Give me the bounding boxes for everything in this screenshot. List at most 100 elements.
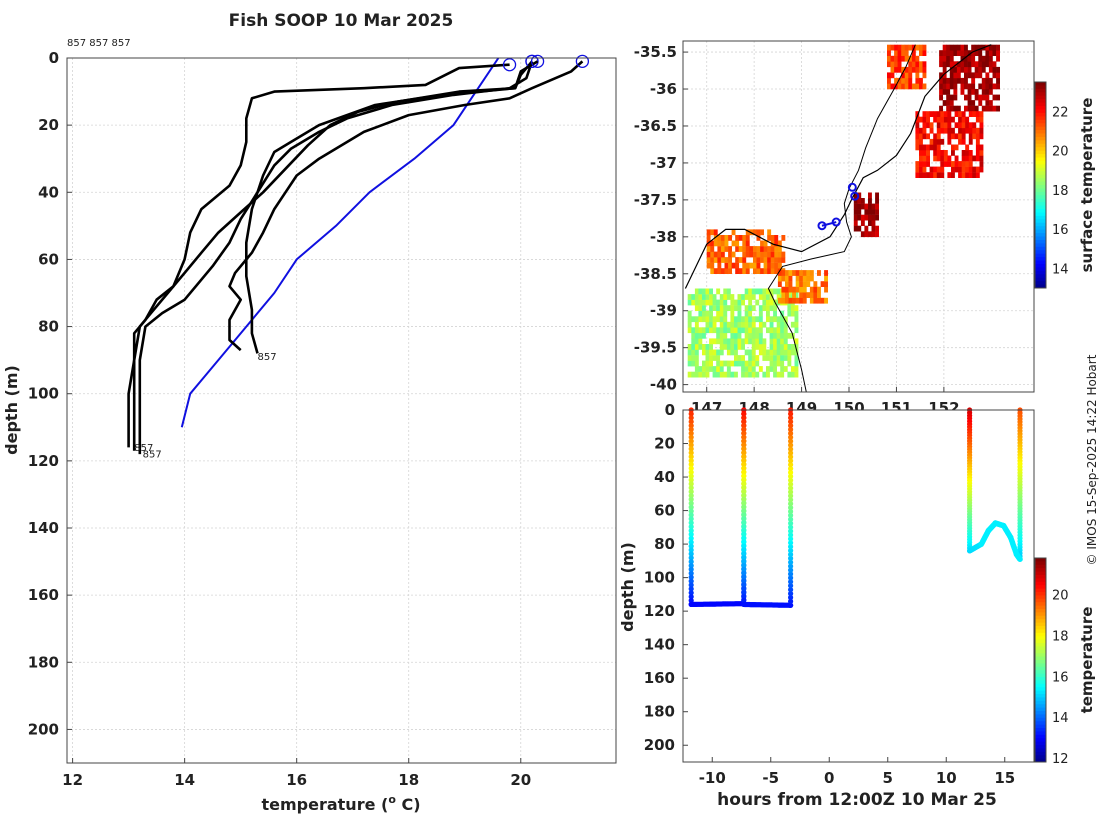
- sst-cell: [691, 299, 696, 306]
- sst-cell: [792, 297, 796, 304]
- sst-cell: [780, 338, 785, 345]
- sst-cell: [868, 192, 872, 199]
- sst-cell: [780, 344, 785, 350]
- sst-cell: [745, 246, 750, 252]
- sst-cell: [958, 111, 962, 117]
- sst-cell: [788, 281, 793, 287]
- sst-cell: [748, 316, 753, 323]
- sst-cell: [942, 50, 947, 56]
- series-profile-5: [127, 60, 539, 448]
- temperature-sample: [688, 446, 694, 452]
- sst-cell: [956, 50, 961, 56]
- sst-cell: [758, 321, 763, 328]
- temperature-sample: [788, 567, 794, 573]
- sst-cell: [709, 305, 713, 311]
- sst-cell: [988, 50, 993, 56]
- sst-cell: [702, 327, 706, 334]
- sst-cell: [961, 133, 966, 140]
- sst-cell: [946, 94, 951, 101]
- copyright-credit: © IMOS 15-Sep-2025 14:22 Hobart: [1085, 354, 1099, 565]
- sst-cell: [780, 310, 785, 317]
- temperature-sample: [788, 516, 794, 523]
- sst-cell: [760, 257, 764, 263]
- sst-cell: [795, 297, 800, 304]
- sst-cell: [777, 240, 782, 247]
- sst-cell: [904, 83, 909, 90]
- sst-cell: [926, 150, 930, 156]
- temperature-sample: [688, 500, 694, 506]
- sst-cell: [799, 270, 804, 276]
- sst-cell: [954, 155, 959, 162]
- sst-cell: [769, 316, 774, 323]
- sst-cell: [720, 235, 725, 241]
- sst-cell: [875, 198, 879, 204]
- colorbar-segment: [1035, 721, 1046, 726]
- sst-cell: [709, 349, 713, 356]
- sst-cell: [706, 262, 711, 269]
- sst-cell: [911, 50, 916, 56]
- sst-cell: [947, 133, 952, 140]
- sst-cell: [726, 349, 731, 356]
- sst-cell: [694, 344, 699, 350]
- sst-cell: [787, 344, 792, 350]
- sst-cell: [860, 231, 865, 238]
- sst-cell: [967, 100, 972, 106]
- sst-cell: [726, 327, 731, 334]
- surface-marker: [575, 54, 590, 69]
- sst-map: -35.5 -36 -36.5 -37 -37.5 -38 -38.5 -39 -39.5 -40…: [634, 40, 1096, 417]
- depth-time-chart: 0 20 40 60 80 100 120 140 160 180 200 -10 -5 0 5 10 15 ho…: [618, 401, 1096, 810]
- temperature-sample: [741, 597, 747, 604]
- colorbar-segment: [1035, 653, 1046, 658]
- sst-cell: [777, 251, 782, 258]
- sst-cell: [996, 66, 1000, 73]
- x-axis-label: temperature (o C): [261, 793, 420, 814]
- sst-cell: [915, 77, 920, 84]
- sst-cell: [735, 240, 740, 247]
- sst-cell: [781, 297, 786, 304]
- sst-cell: [936, 138, 941, 145]
- sst-cell: [748, 355, 753, 361]
- temperature-sample: [741, 454, 747, 460]
- sst-cell: [943, 111, 948, 117]
- colorbar-segment: [1035, 136, 1046, 141]
- sst-cell: [890, 83, 895, 90]
- sst-cell: [947, 122, 952, 129]
- sst-cell: [751, 349, 756, 356]
- temperature-sample: [788, 446, 794, 452]
- sst-cell: [919, 116, 923, 123]
- sst-cell: [787, 349, 792, 356]
- sst-cell: [773, 360, 777, 367]
- sst-cell: [922, 155, 927, 162]
- colorbar-segment: [1035, 157, 1046, 162]
- colorbar-tick-label: 12: [1052, 752, 1069, 767]
- sst-cell: [943, 155, 948, 162]
- sst-cell: [853, 214, 858, 221]
- sst-cell: [964, 77, 968, 84]
- sst-cell: [694, 332, 699, 339]
- sst-cell: [713, 229, 718, 236]
- sst-cell: [956, 77, 961, 84]
- sst-cell: [868, 220, 872, 226]
- sst-cell: [720, 251, 725, 258]
- sst-cell: [724, 246, 729, 252]
- sst-cell: [996, 72, 1000, 79]
- sst-cell: [748, 305, 753, 311]
- sst-cell: [723, 327, 728, 334]
- sst-cell: [922, 161, 927, 167]
- sst-cell: [710, 268, 715, 274]
- sst-cell: [730, 371, 735, 378]
- sst-cell: [967, 50, 972, 56]
- sst-cell: [972, 127, 977, 134]
- temperature-sample: [688, 543, 694, 549]
- sst-cell: [753, 246, 757, 252]
- sst-cell: [709, 360, 713, 367]
- sst-cell: [911, 83, 916, 90]
- sst-cell: [951, 127, 955, 134]
- sst-cell: [766, 355, 770, 361]
- sst-cell: [780, 332, 785, 339]
- temperature-sample: [688, 597, 694, 604]
- sst-cell: [762, 294, 767, 300]
- sst-cell: [802, 292, 807, 298]
- temperature-sample: [688, 489, 694, 495]
- sst-cell: [996, 94, 1000, 101]
